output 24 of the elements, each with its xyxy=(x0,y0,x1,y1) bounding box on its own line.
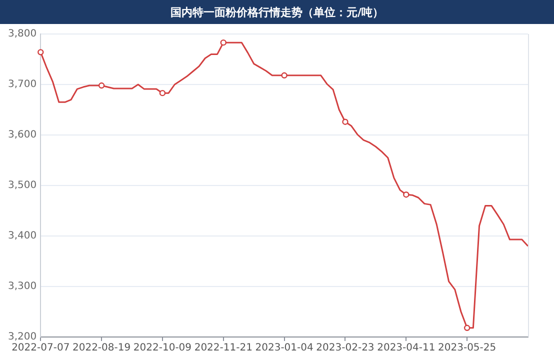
x-tick-label: 2022-08-19 xyxy=(72,342,131,354)
x-tick-label: 2023-02-23 xyxy=(316,342,374,354)
y-tick-label: 3,400 xyxy=(8,230,37,242)
x-tick-label: 2022-10-09 xyxy=(133,342,192,354)
point xyxy=(38,49,44,56)
point xyxy=(281,72,288,79)
x-tick-label: 2023-01-04 xyxy=(255,342,314,354)
y-tick-label: 3,700 xyxy=(8,79,37,90)
x-tick-label: 2022-11-21 xyxy=(194,342,252,354)
y-tick-label: 3,800 xyxy=(8,28,37,40)
chart-title: 国内特一面粉价格行情走势（单位：元/吨） xyxy=(0,0,554,24)
y-tick-label: 3,300 xyxy=(8,281,37,292)
y-tick-label: 3,200 xyxy=(8,332,37,343)
point xyxy=(464,324,470,332)
point xyxy=(403,191,410,198)
y-tick-label: 3,600 xyxy=(8,130,37,141)
point xyxy=(98,82,105,89)
point xyxy=(220,39,226,46)
x-tick-label: 2022-07-07 xyxy=(12,342,70,354)
x-tick-label: 2023-05-25 xyxy=(438,342,496,354)
y-tick-label: 3,500 xyxy=(8,180,37,192)
point xyxy=(159,90,166,96)
x-tick-label: 2023-04-11 xyxy=(377,342,436,354)
point xyxy=(342,118,348,125)
